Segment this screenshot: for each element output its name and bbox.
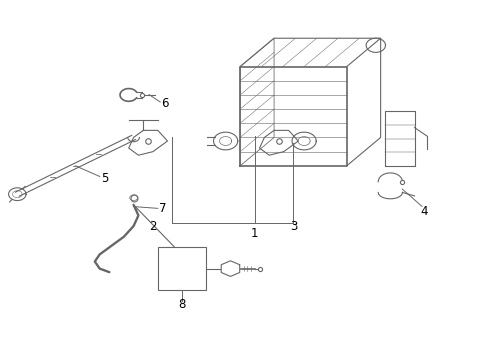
Text: 8: 8 xyxy=(178,298,186,311)
Bar xyxy=(158,247,206,290)
Text: 7: 7 xyxy=(159,202,167,215)
Text: 2: 2 xyxy=(149,220,157,233)
Text: 3: 3 xyxy=(290,220,297,233)
Text: 4: 4 xyxy=(420,206,428,219)
Text: 5: 5 xyxy=(101,172,108,185)
Text: 1: 1 xyxy=(251,227,258,240)
Text: 6: 6 xyxy=(161,97,169,110)
